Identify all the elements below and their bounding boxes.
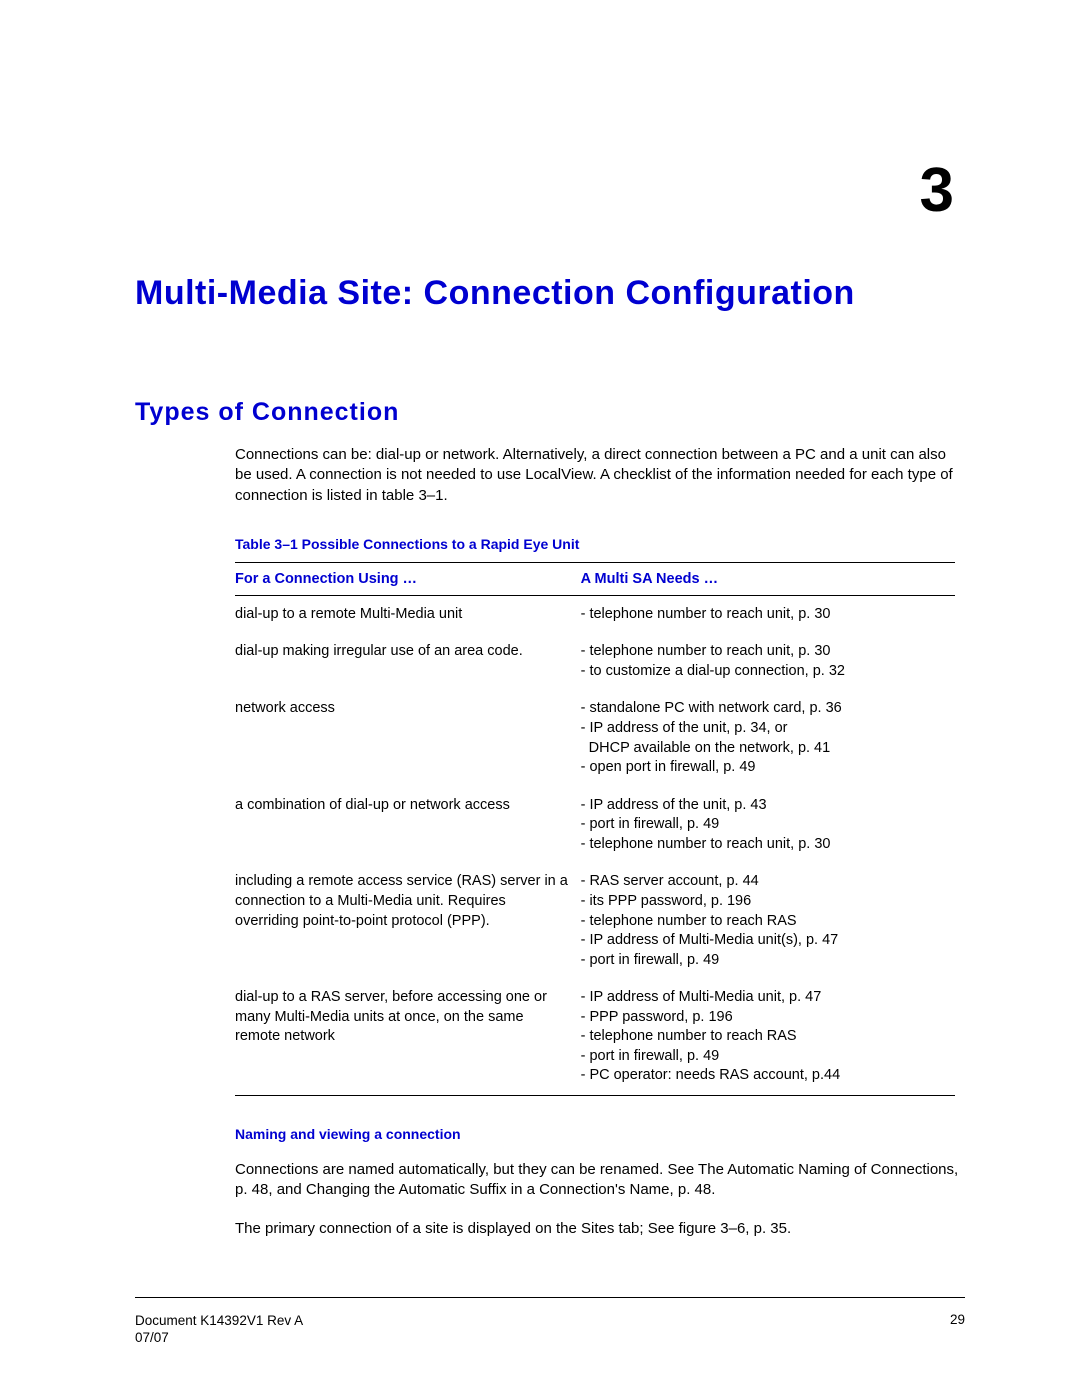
table-cell-right: - telephone number to reach unit, p. 30-… <box>581 633 955 690</box>
table-cell-left: a combination of dial-up or network acce… <box>235 787 581 864</box>
table-cell-right: - RAS server account, p. 44- its PPP pas… <box>581 863 955 979</box>
table-row: a combination of dial-up or network acce… <box>235 787 955 864</box>
page-footer: Document K14392V1 Rev A 07/07 29 <box>135 1297 965 1347</box>
footer-doc-line2: 07/07 <box>135 1330 169 1345</box>
footer-page-number: 29 <box>950 1312 965 1347</box>
table-cell-left: dial-up to a remote Multi-Media unit <box>235 595 581 633</box>
table-header-left: For a Connection Using … <box>235 562 581 595</box>
table-cell-right: - telephone number to reach unit, p. 30 <box>581 595 955 633</box>
chapter-number: 3 <box>135 0 965 226</box>
table-cell-left: dial-up making irregular use of an area … <box>235 633 581 690</box>
connections-table: For a Connection Using … A Multi SA Need… <box>235 562 955 1096</box>
table-row: dial-up to a RAS server, before accessin… <box>235 979 955 1095</box>
table-cell-right: - standalone PC with network card, p. 36… <box>581 690 955 786</box>
table-header-row: For a Connection Using … A Multi SA Need… <box>235 562 955 595</box>
subsection-heading: Naming and viewing a connection <box>235 1126 965 1142</box>
table-caption: Table 3–1 Possible Connections to a Rapi… <box>235 536 965 552</box>
table-cell-right: - IP address of Multi-Media unit, p. 47-… <box>581 979 955 1095</box>
subsection-paragraph: The primary connection of a site is disp… <box>235 1219 965 1239</box>
footer-doc-line1: Document K14392V1 Rev A <box>135 1313 303 1328</box>
table-cell-left: including a remote access service (RAS) … <box>235 863 581 979</box>
table-cell-left: network access <box>235 690 581 786</box>
table-header-right: A Multi SA Needs … <box>581 562 955 595</box>
table-row: dial-up making irregular use of an area … <box>235 633 955 690</box>
table-row: network access - standalone PC with netw… <box>235 690 955 786</box>
subsection-paragraph: Connections are named automatically, but… <box>235 1160 965 1201</box>
footer-doc-info: Document K14392V1 Rev A 07/07 <box>135 1312 303 1347</box>
chapter-title: Multi-Media Site: Connection Configurati… <box>135 274 965 313</box>
section-title: Types of Connection <box>135 398 965 427</box>
table-row: dial-up to a remote Multi-Media unit - t… <box>235 595 955 633</box>
section-intro-text: Connections can be: dial-up or network. … <box>235 445 965 506</box>
document-page: 3 Multi-Media Site: Connection Configura… <box>0 0 1080 1397</box>
table-cell-right: - IP address of the unit, p. 43- port in… <box>581 787 955 864</box>
table-row: including a remote access service (RAS) … <box>235 863 955 979</box>
table-cell-left: dial-up to a RAS server, before accessin… <box>235 979 581 1095</box>
